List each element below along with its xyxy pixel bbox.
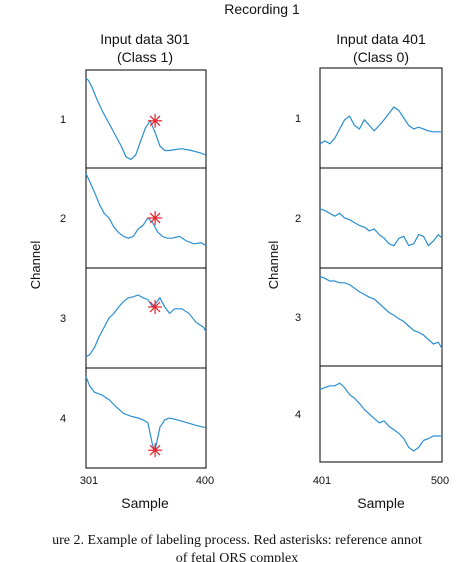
- series-line-channel-4: [85, 376, 206, 452]
- chart-title: Input data 301: [100, 31, 190, 47]
- channel-tick-label: 3: [60, 313, 66, 325]
- figure-title: Recording 1: [224, 1, 300, 17]
- figure-caption-line-1: ure 2. Example of labeling process. Red …: [52, 533, 422, 548]
- channel-frame: [319, 365, 443, 463]
- series-line-channel-4: [319, 382, 442, 452]
- channel-frame: [85, 69, 207, 169]
- series-line-channel-1: [319, 106, 442, 145]
- x-axis-label: Sample: [357, 495, 405, 511]
- channel-frame: [319, 167, 443, 269]
- channel-frame: [85, 167, 207, 269]
- channel-frame: [319, 67, 443, 169]
- y-axis-label: Channel: [266, 241, 281, 290]
- y-axis-label: Channel: [28, 241, 43, 290]
- channel-frame: [85, 267, 207, 369]
- channel-frame: [85, 367, 207, 469]
- x-tick-label-start: 401: [313, 475, 331, 487]
- series-line-channel-2: [319, 208, 443, 247]
- x-tick-label-start: 301: [80, 475, 98, 487]
- reference-asterisk: [148, 443, 163, 458]
- x-tick-label-end: 500: [431, 475, 449, 487]
- series-line-channel-3: [319, 275, 443, 349]
- x-tick-label-end: 400: [196, 475, 214, 487]
- chart-panel-left: Input data 301 (Class 1) Channel Sample …: [28, 31, 214, 511]
- x-axis-label: Sample: [121, 495, 169, 511]
- figure-caption-line-2: of fetal QRS complex: [176, 551, 298, 562]
- chart-title: Input data 401: [336, 31, 426, 47]
- chart-panel-right: Input data 401 (Class 0) Channel Sample …: [266, 31, 449, 511]
- channel-tick-label: 2: [295, 213, 301, 225]
- reference-asterisk: [148, 300, 163, 314]
- channel-tick-label: 4: [60, 413, 66, 425]
- series-line-channel-1: [85, 78, 207, 161]
- chart-subtitle: (Class 0): [353, 49, 409, 65]
- reference-asterisk: [148, 211, 163, 225]
- channel-tick-label: 3: [295, 312, 301, 324]
- series-line-channel-2: [85, 173, 207, 247]
- reference-asterisk: [148, 113, 163, 128]
- channel-tick-label: 2: [60, 213, 66, 225]
- channel-tick-label: 4: [295, 409, 301, 421]
- series-line-channel-3: [85, 294, 207, 358]
- channel-tick-label: 1: [295, 113, 301, 125]
- chart-subtitle: (Class 1): [117, 49, 173, 65]
- channel-tick-label: 1: [60, 114, 66, 126]
